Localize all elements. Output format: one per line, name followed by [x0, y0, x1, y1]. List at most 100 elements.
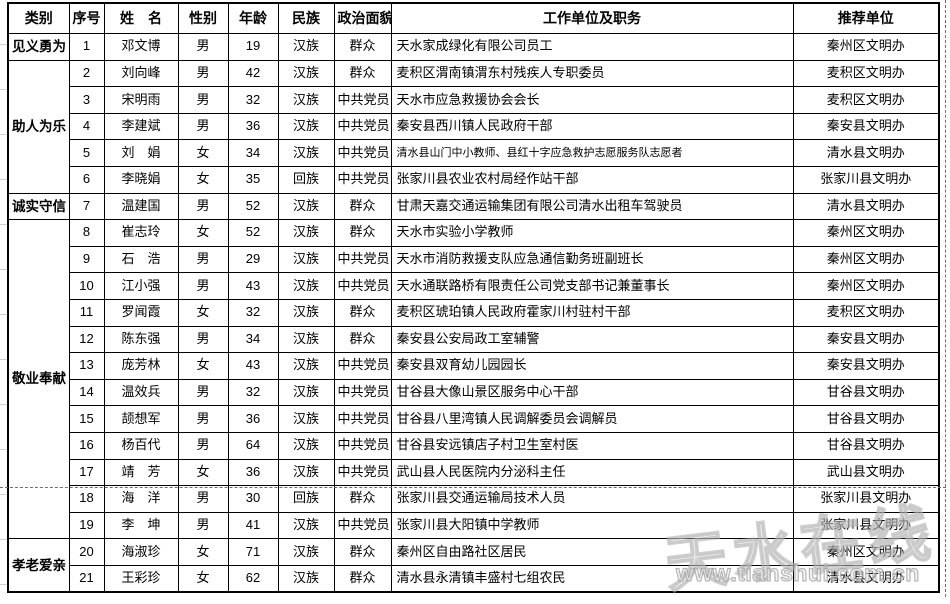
cell-no: 5 — [68, 139, 105, 167]
cell-ethnicity: 汉族 — [277, 59, 335, 88]
cell-ethnicity: 汉族 — [277, 272, 335, 300]
cell-ethnicity: 回族 — [277, 485, 335, 513]
cell-name: 李 坤 — [103, 511, 179, 540]
cell-ethnicity: 汉族 — [277, 538, 335, 566]
col-header-ethnicity: 民族 — [277, 2, 335, 34]
cell-age: 43 — [227, 352, 279, 380]
cell-no: 17 — [68, 458, 105, 487]
cell-age: 29 — [227, 245, 279, 274]
cell-recommender: 秦安县文明办 — [792, 325, 940, 354]
cell-no: 9 — [68, 245, 105, 274]
cell-gender: 男 — [177, 59, 229, 88]
cell-name: 温效兵 — [103, 378, 179, 407]
cell-age: 34 — [227, 139, 279, 167]
cell-name: 温建国 — [103, 192, 179, 221]
table-row: 13 庞芳林 女 43 汉族 中共党员 秦安县双育幼儿园园长 秦安县文明办 — [8, 352, 940, 380]
cell-gender: 男 — [177, 378, 229, 407]
cell-political: 群众 — [333, 564, 392, 593]
cell-recommender: 秦州区文明办 — [792, 219, 940, 247]
cell-ethnicity: 汉族 — [277, 298, 335, 327]
cell-recommender: 秦州区文明办 — [792, 33, 940, 61]
table-row: 敬业奉献 8 崔志玲 女 52 汉族 群众 天水市实验小学教师 秦州区文明办 — [7, 219, 940, 540]
page-break-horizontal-dashed-line — [0, 487, 946, 488]
category-cell: 诚实守信 — [7, 192, 70, 221]
table-row: 5 刘 娟 女 34 汉族 中共党员 清水县山门中小教师、县红十字应急救护志愿服… — [8, 139, 940, 167]
cell-age: 43 — [227, 272, 279, 300]
cell-gender: 女 — [177, 219, 229, 247]
cell-gender: 女 — [177, 458, 229, 487]
cell-gender: 男 — [177, 33, 229, 61]
col-header-no: 序号 — [68, 2, 105, 34]
col-header-category: 类别 — [7, 2, 70, 34]
cell-gender: 男 — [177, 325, 229, 354]
cell-work-unit: 秦安县公安局政工室辅警 — [390, 325, 794, 354]
cell-work-unit: 天水市应急救援协会会长 — [390, 86, 794, 114]
cell-recommender: 麦积区文明办 — [792, 298, 940, 327]
cell-name: 杨百代 — [103, 431, 179, 460]
cell-age: 52 — [227, 192, 279, 221]
cell-work-unit: 天水市实验小学教师 — [390, 219, 794, 247]
col-header-name: 姓 名 — [103, 2, 179, 34]
cell-political: 群众 — [333, 219, 392, 247]
cell-work-unit: 张家川县农业农村局经作站干部 — [390, 165, 794, 194]
cell-ethnicity: 汉族 — [277, 112, 335, 141]
cell-age: 64 — [227, 431, 279, 460]
col-header-work-unit: 工作单位及职务 — [390, 2, 794, 34]
cell-recommender: 张家川县文明办 — [792, 485, 940, 513]
cell-name: 刘向峰 — [103, 59, 179, 88]
cell-no: 1 — [68, 33, 105, 61]
cell-name: 罗闻霞 — [103, 298, 179, 327]
cell-name: 石 浩 — [103, 245, 179, 274]
cell-gender: 女 — [177, 298, 229, 327]
cell-age: 32 — [227, 378, 279, 407]
cell-no: 7 — [68, 192, 105, 221]
cell-age: 71 — [227, 538, 279, 566]
cell-no: 3 — [68, 86, 105, 114]
cell-age: 42 — [227, 59, 279, 88]
col-header-recommender: 推荐单位 — [792, 2, 940, 34]
table-row: 16 杨百代 男 64 汉族 中共党员 甘谷县安远镇店子村卫生室村医 甘谷县文明… — [8, 431, 940, 460]
cell-gender: 男 — [177, 112, 229, 141]
cell-no: 11 — [68, 298, 105, 327]
cell-political: 中共党员 — [333, 378, 392, 407]
cell-political: 中共党员 — [333, 511, 392, 540]
cell-name: 邓文博 — [103, 33, 179, 61]
cell-name: 陈东强 — [103, 325, 179, 354]
cell-political: 中共党员 — [333, 405, 392, 433]
cell-gender: 男 — [177, 245, 229, 274]
cell-recommender: 秦安县文明办 — [792, 352, 940, 380]
cell-age: 41 — [227, 511, 279, 540]
cell-gender: 男 — [177, 272, 229, 300]
cell-recommender: 秦州区文明办 — [792, 272, 940, 300]
cell-recommender: 秦州区文明办 — [792, 538, 940, 566]
cell-political: 中共党员 — [333, 139, 392, 167]
cell-ethnicity: 汉族 — [277, 219, 335, 247]
cell-age: 36 — [227, 405, 279, 433]
cell-gender: 男 — [177, 86, 229, 114]
category-cell: 孝老爱亲 — [7, 538, 70, 593]
cell-ethnicity: 汉族 — [277, 511, 335, 540]
cell-gender: 男 — [177, 192, 229, 221]
category-cell: 见义勇为 — [7, 33, 70, 61]
table-row: 12 陈东强 男 34 汉族 群众 秦安县公安局政工室辅警 秦安县文明办 — [8, 325, 940, 354]
cell-political: 群众 — [333, 298, 392, 327]
cell-gender: 男 — [177, 485, 229, 513]
cell-name: 颉想军 — [103, 405, 179, 433]
cell-political: 群众 — [333, 192, 392, 221]
cell-political: 中共党员 — [333, 352, 392, 380]
cell-political: 中共党员 — [333, 112, 392, 141]
cell-age: 30 — [227, 485, 279, 513]
cell-name: 李晓娟 — [103, 165, 179, 194]
cell-name: 靖 芳 — [103, 458, 179, 487]
cell-recommender: 秦州区文明办 — [792, 245, 940, 274]
cell-age: 62 — [227, 564, 279, 593]
cell-no: 13 — [68, 352, 105, 380]
cell-no: 10 — [68, 272, 105, 300]
cell-name: 江小强 — [103, 272, 179, 300]
cell-no: 15 — [68, 405, 105, 433]
cell-recommender: 清水县文明办 — [792, 139, 940, 167]
cell-ethnicity: 汉族 — [277, 86, 335, 114]
cell-name: 刘 娟 — [103, 139, 179, 167]
cell-work-unit: 甘谷县大像山景区服务中心干部 — [390, 378, 794, 407]
cell-name: 崔志玲 — [103, 219, 179, 247]
